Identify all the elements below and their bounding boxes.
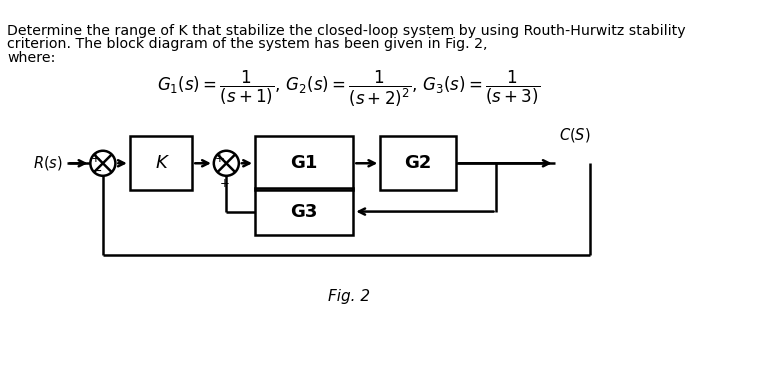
Text: $R(s)$: $R(s)$ xyxy=(33,154,62,172)
Text: G1: G1 xyxy=(290,154,317,172)
Text: Fig. 2: Fig. 2 xyxy=(328,288,370,304)
Text: $G_1(s) = \dfrac{1}{(s+1)},\,G_2(s) = \dfrac{1}{(s+2)^2},\,G_3(s) = \dfrac{1}{(s: $G_1(s) = \dfrac{1}{(s+1)},\,G_2(s) = \d… xyxy=(158,68,541,109)
Bar xyxy=(255,188,353,235)
Bar xyxy=(129,136,193,190)
Bar xyxy=(380,136,456,190)
Text: K: K xyxy=(155,154,167,172)
Text: $C(S)$: $C(S)$ xyxy=(559,126,590,144)
Text: G2: G2 xyxy=(405,154,432,172)
Text: G3: G3 xyxy=(290,202,317,220)
Text: +: + xyxy=(215,152,225,165)
Text: criterion. The block diagram of the system has been given in Fig. 2,: criterion. The block diagram of the syst… xyxy=(7,37,488,51)
Bar xyxy=(255,136,353,190)
Text: where:: where: xyxy=(7,50,55,65)
Text: +: + xyxy=(220,177,229,190)
Text: Determine the range of K that stabilize the closed-loop system by using Routh-Hu: Determine the range of K that stabilize … xyxy=(7,24,686,38)
Text: +: + xyxy=(91,152,101,165)
Text: −: − xyxy=(91,165,101,178)
